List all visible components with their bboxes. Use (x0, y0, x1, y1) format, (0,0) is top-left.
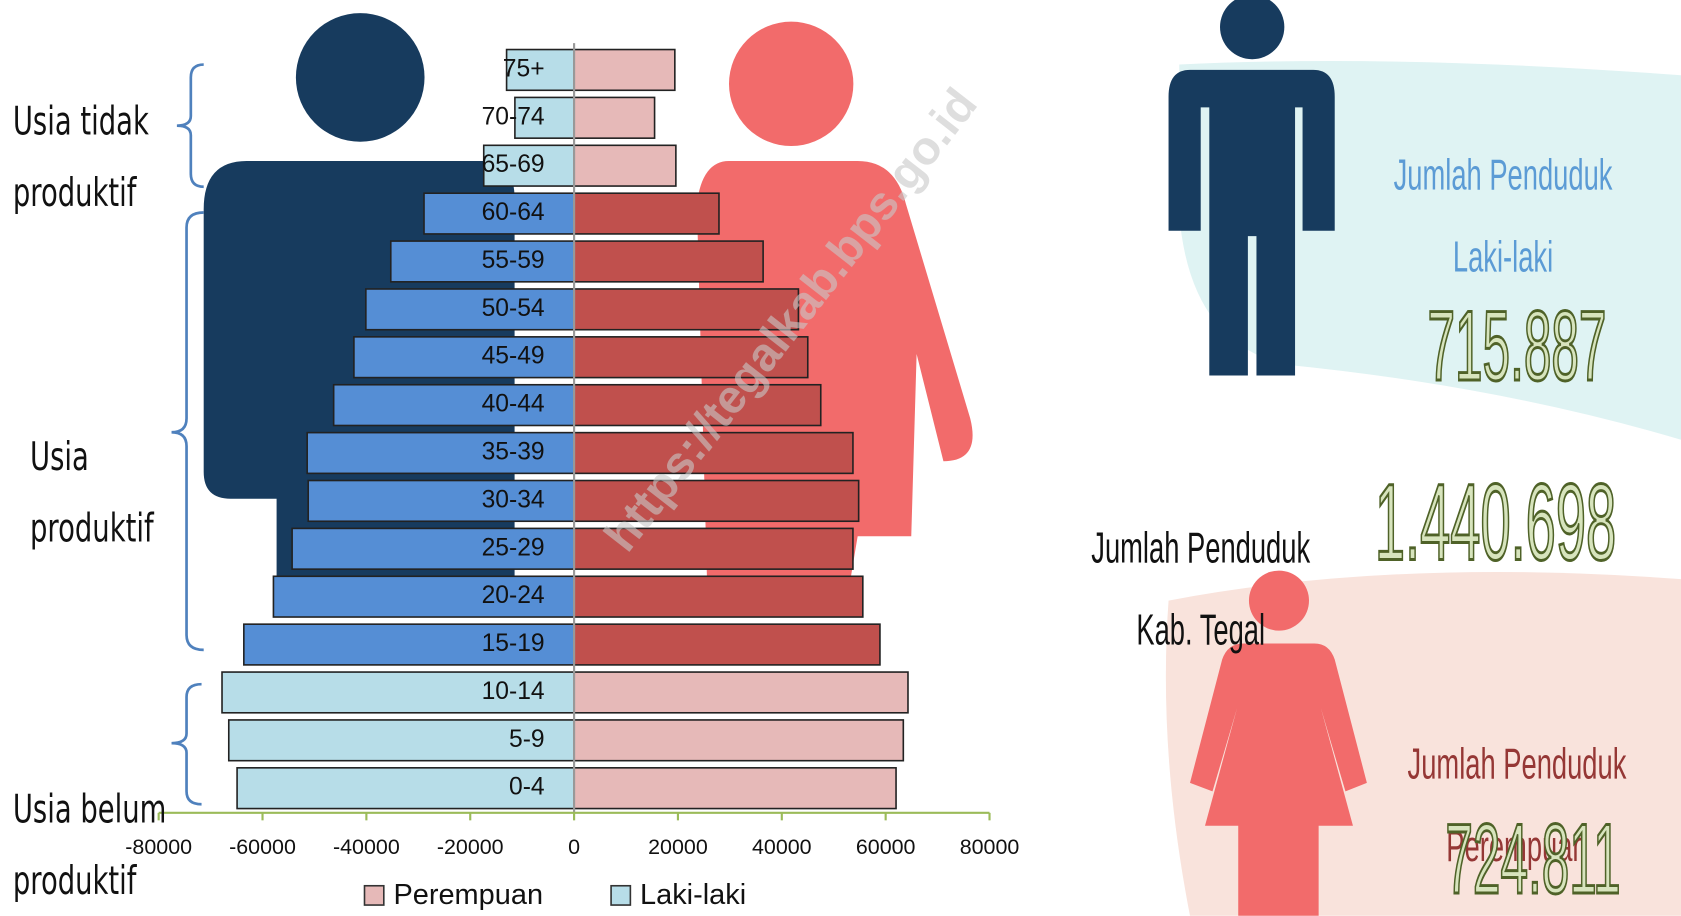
group-label: produktif (13, 170, 137, 216)
bar (573, 623, 881, 666)
female-icon (1189, 570, 1367, 916)
x-tick-label: -40000 (333, 835, 400, 859)
group-label: Usia tidak (13, 99, 149, 145)
bar (573, 431, 854, 475)
bar (307, 479, 575, 523)
legend-label: Perempuan (393, 879, 543, 911)
group-label: produktif (13, 858, 137, 904)
category-label: 65-69 (482, 151, 545, 178)
bar (365, 288, 575, 331)
category-label: 15-19 (482, 630, 545, 657)
bar (221, 671, 575, 714)
braces (171, 63, 204, 806)
bar (227, 719, 575, 762)
group-label: Usia belum (13, 787, 167, 833)
bar (236, 767, 575, 810)
group-label: produktif (30, 505, 154, 551)
bar (573, 144, 677, 187)
bar (514, 96, 575, 139)
kpi-label: Jumlah Penduduk (1394, 150, 1613, 199)
x-tick-label: -20000 (437, 835, 504, 859)
group-label: Usia (30, 434, 89, 480)
legend-swatch (610, 884, 632, 906)
bar (573, 671, 909, 714)
kpi-label: Jumlah Penduduk (1091, 523, 1310, 572)
kpi-label: Laki-laki (1453, 232, 1553, 281)
bar (573, 575, 864, 618)
x-tick-label: 40000 (752, 835, 812, 859)
x-tick-label: 20000 (648, 835, 708, 859)
category-label: 70-74 (482, 103, 545, 130)
bar (573, 192, 720, 235)
kpi-label: Kab. Tegal (1136, 605, 1265, 654)
category-label: 10-14 (482, 678, 545, 705)
bar (505, 48, 575, 92)
x-tick-label: 60000 (856, 835, 916, 859)
bar (573, 48, 676, 92)
bar (573, 719, 905, 762)
category-label: 35-39 (482, 439, 545, 466)
category-label: 20-24 (482, 582, 545, 609)
category-label: 5-9 (509, 726, 545, 753)
category-label: 75+ (503, 55, 545, 82)
category-label: 0-4 (509, 774, 545, 801)
category-label: 25-29 (482, 534, 545, 561)
bar (573, 767, 897, 810)
kpi-label: Jumlah Penduduk (1408, 739, 1627, 788)
bar (573, 240, 764, 283)
legend-swatch (363, 884, 385, 906)
x-tick-label: 0 (568, 835, 580, 859)
male-icon (1168, 0, 1335, 376)
bar (423, 192, 575, 235)
category-label: 30-34 (482, 486, 545, 513)
category-label: 40-44 (482, 391, 545, 418)
x-tick-label: -80000 (125, 835, 192, 859)
kpi-value: 724.811 (1445, 803, 1620, 914)
bar (332, 383, 575, 427)
x-tick-label: -60000 (229, 835, 296, 859)
bar (573, 383, 822, 427)
legend-label: Laki-laki (640, 879, 746, 911)
bar (573, 336, 809, 379)
bar (482, 144, 575, 187)
kpi-label: Perempuan (1446, 821, 1587, 870)
x-tick-label: 80000 (960, 835, 1020, 859)
bar (272, 575, 575, 618)
bar (573, 96, 656, 139)
bar (389, 240, 575, 283)
bar (306, 431, 575, 475)
kpi-value: 1.440.698 (1375, 462, 1616, 583)
bar (353, 336, 575, 379)
bar (243, 623, 575, 666)
category-label: 60-64 (482, 199, 545, 226)
category-label: 50-54 (482, 295, 545, 322)
category-label: 45-49 (482, 343, 545, 370)
kpi-value: 715.887 (1427, 290, 1606, 401)
bar (573, 288, 800, 331)
category-label: 55-59 (482, 247, 545, 274)
